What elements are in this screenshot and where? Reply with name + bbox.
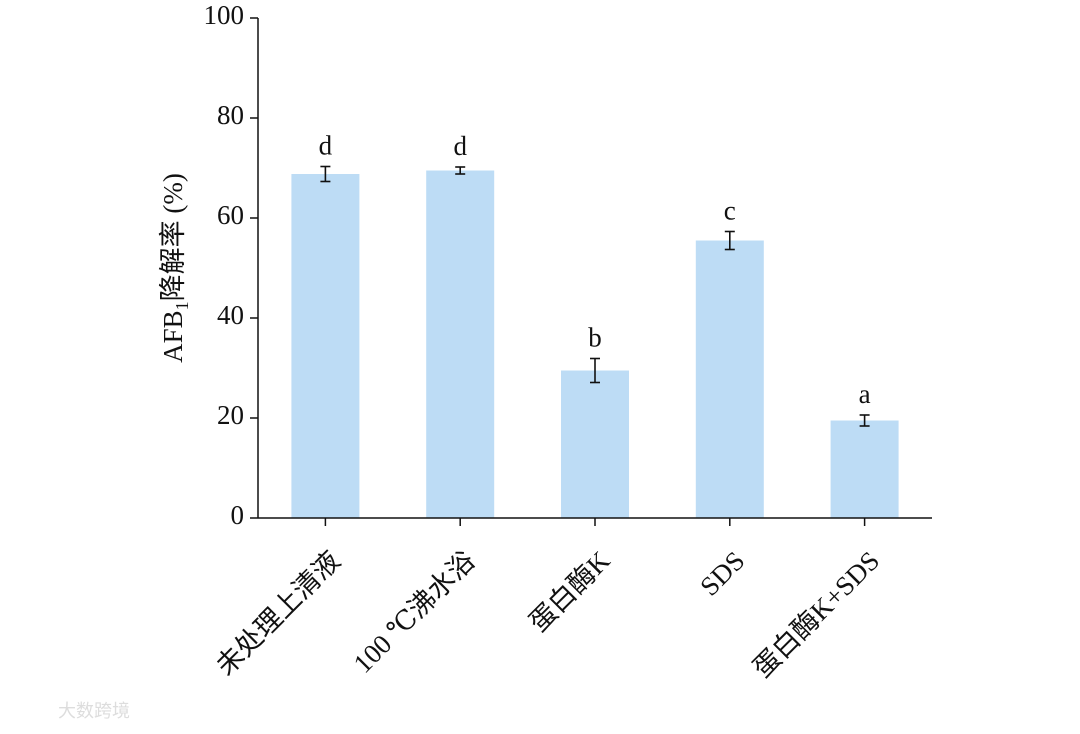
y-tick-label: 20 — [217, 400, 244, 430]
error-bar — [859, 414, 870, 427]
bar — [426, 170, 495, 518]
y-tick-label: 40 — [217, 300, 244, 330]
bar — [561, 370, 629, 518]
y-tick-label: 100 — [204, 0, 245, 30]
x-tick-label: 蛋白酶K — [523, 545, 616, 638]
y-tick-label: 60 — [217, 200, 244, 230]
significance-letter: d — [319, 131, 333, 161]
bar — [695, 240, 764, 518]
significance-letter: c — [724, 196, 736, 226]
x-tick-label: 未处理上清液 — [210, 545, 346, 681]
error-bar — [590, 357, 600, 384]
y-label-part: 降解率 (%) — [158, 173, 188, 301]
y-tick-label: 80 — [217, 100, 244, 130]
y-tick-label: 0 — [231, 500, 245, 530]
error-bar — [724, 230, 735, 251]
watermark: 大数跨境 — [58, 701, 130, 722]
significance-letter: a — [859, 379, 871, 409]
bar — [830, 420, 899, 518]
significance-letter: d — [453, 131, 467, 161]
x-tick-label: 100 ℃沸水浴 — [348, 545, 481, 678]
y-axis-label: AFB1降解率 (%) — [158, 173, 192, 363]
error-bar — [320, 165, 331, 183]
y-label-subscript: 1 — [172, 301, 192, 310]
y-label-part: AFB — [158, 310, 188, 363]
error-bar — [455, 166, 466, 175]
x-tick-label: 蛋白酶K+SDS — [747, 545, 885, 683]
significance-letter: b — [588, 323, 602, 353]
bar — [291, 174, 360, 518]
x-tick-label: SDS — [694, 545, 750, 601]
